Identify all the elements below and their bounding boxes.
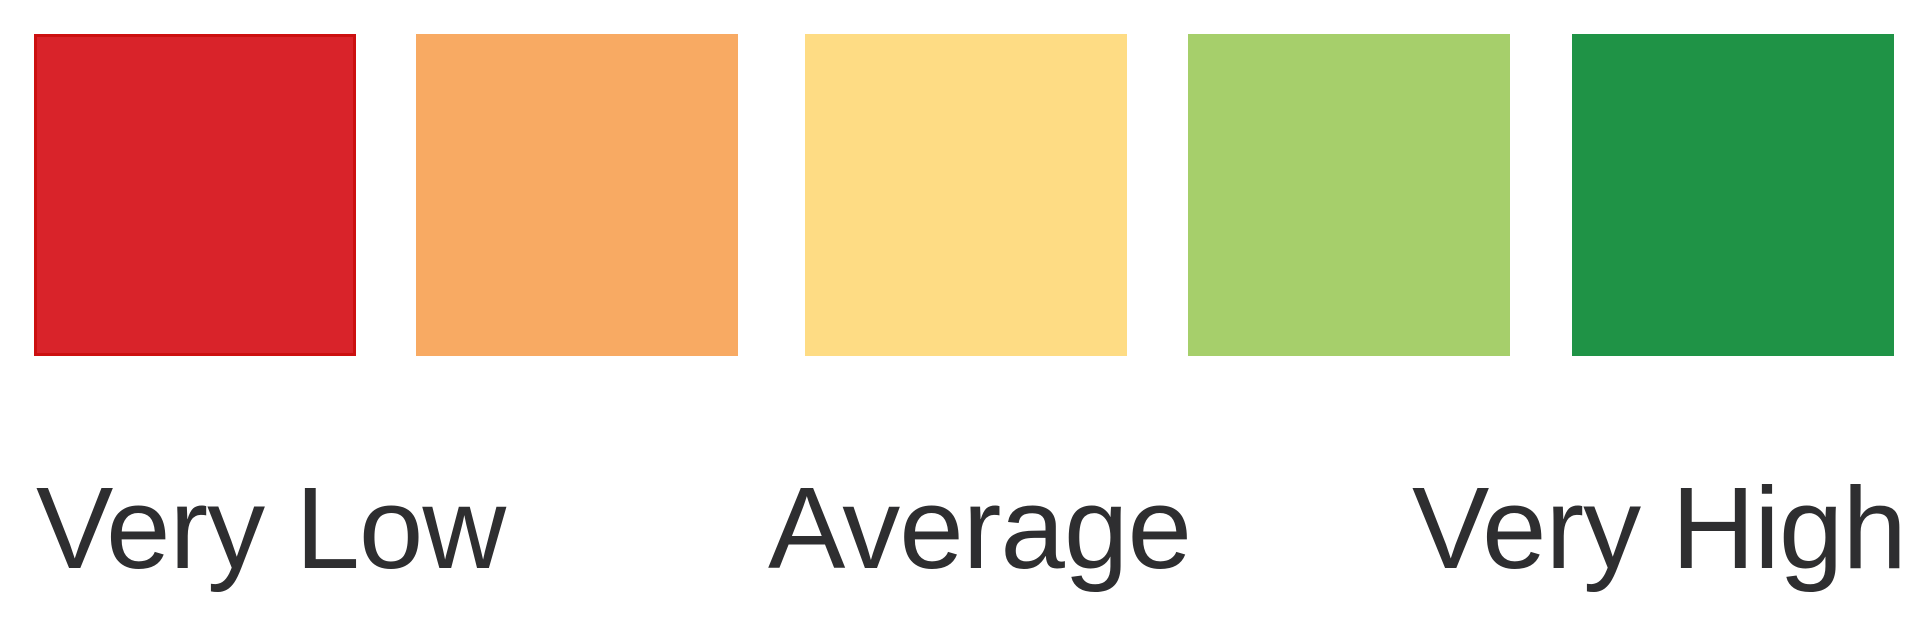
swatch-very-high — [1572, 34, 1894, 356]
label-average: Average — [768, 463, 1192, 593]
swatch-very-low — [34, 34, 356, 356]
swatch-average — [805, 34, 1127, 356]
label-very-low: Very Low — [36, 463, 506, 593]
swatch-high — [1188, 34, 1510, 356]
swatch-low — [416, 34, 738, 356]
label-very-high: Very High — [1412, 463, 1907, 593]
